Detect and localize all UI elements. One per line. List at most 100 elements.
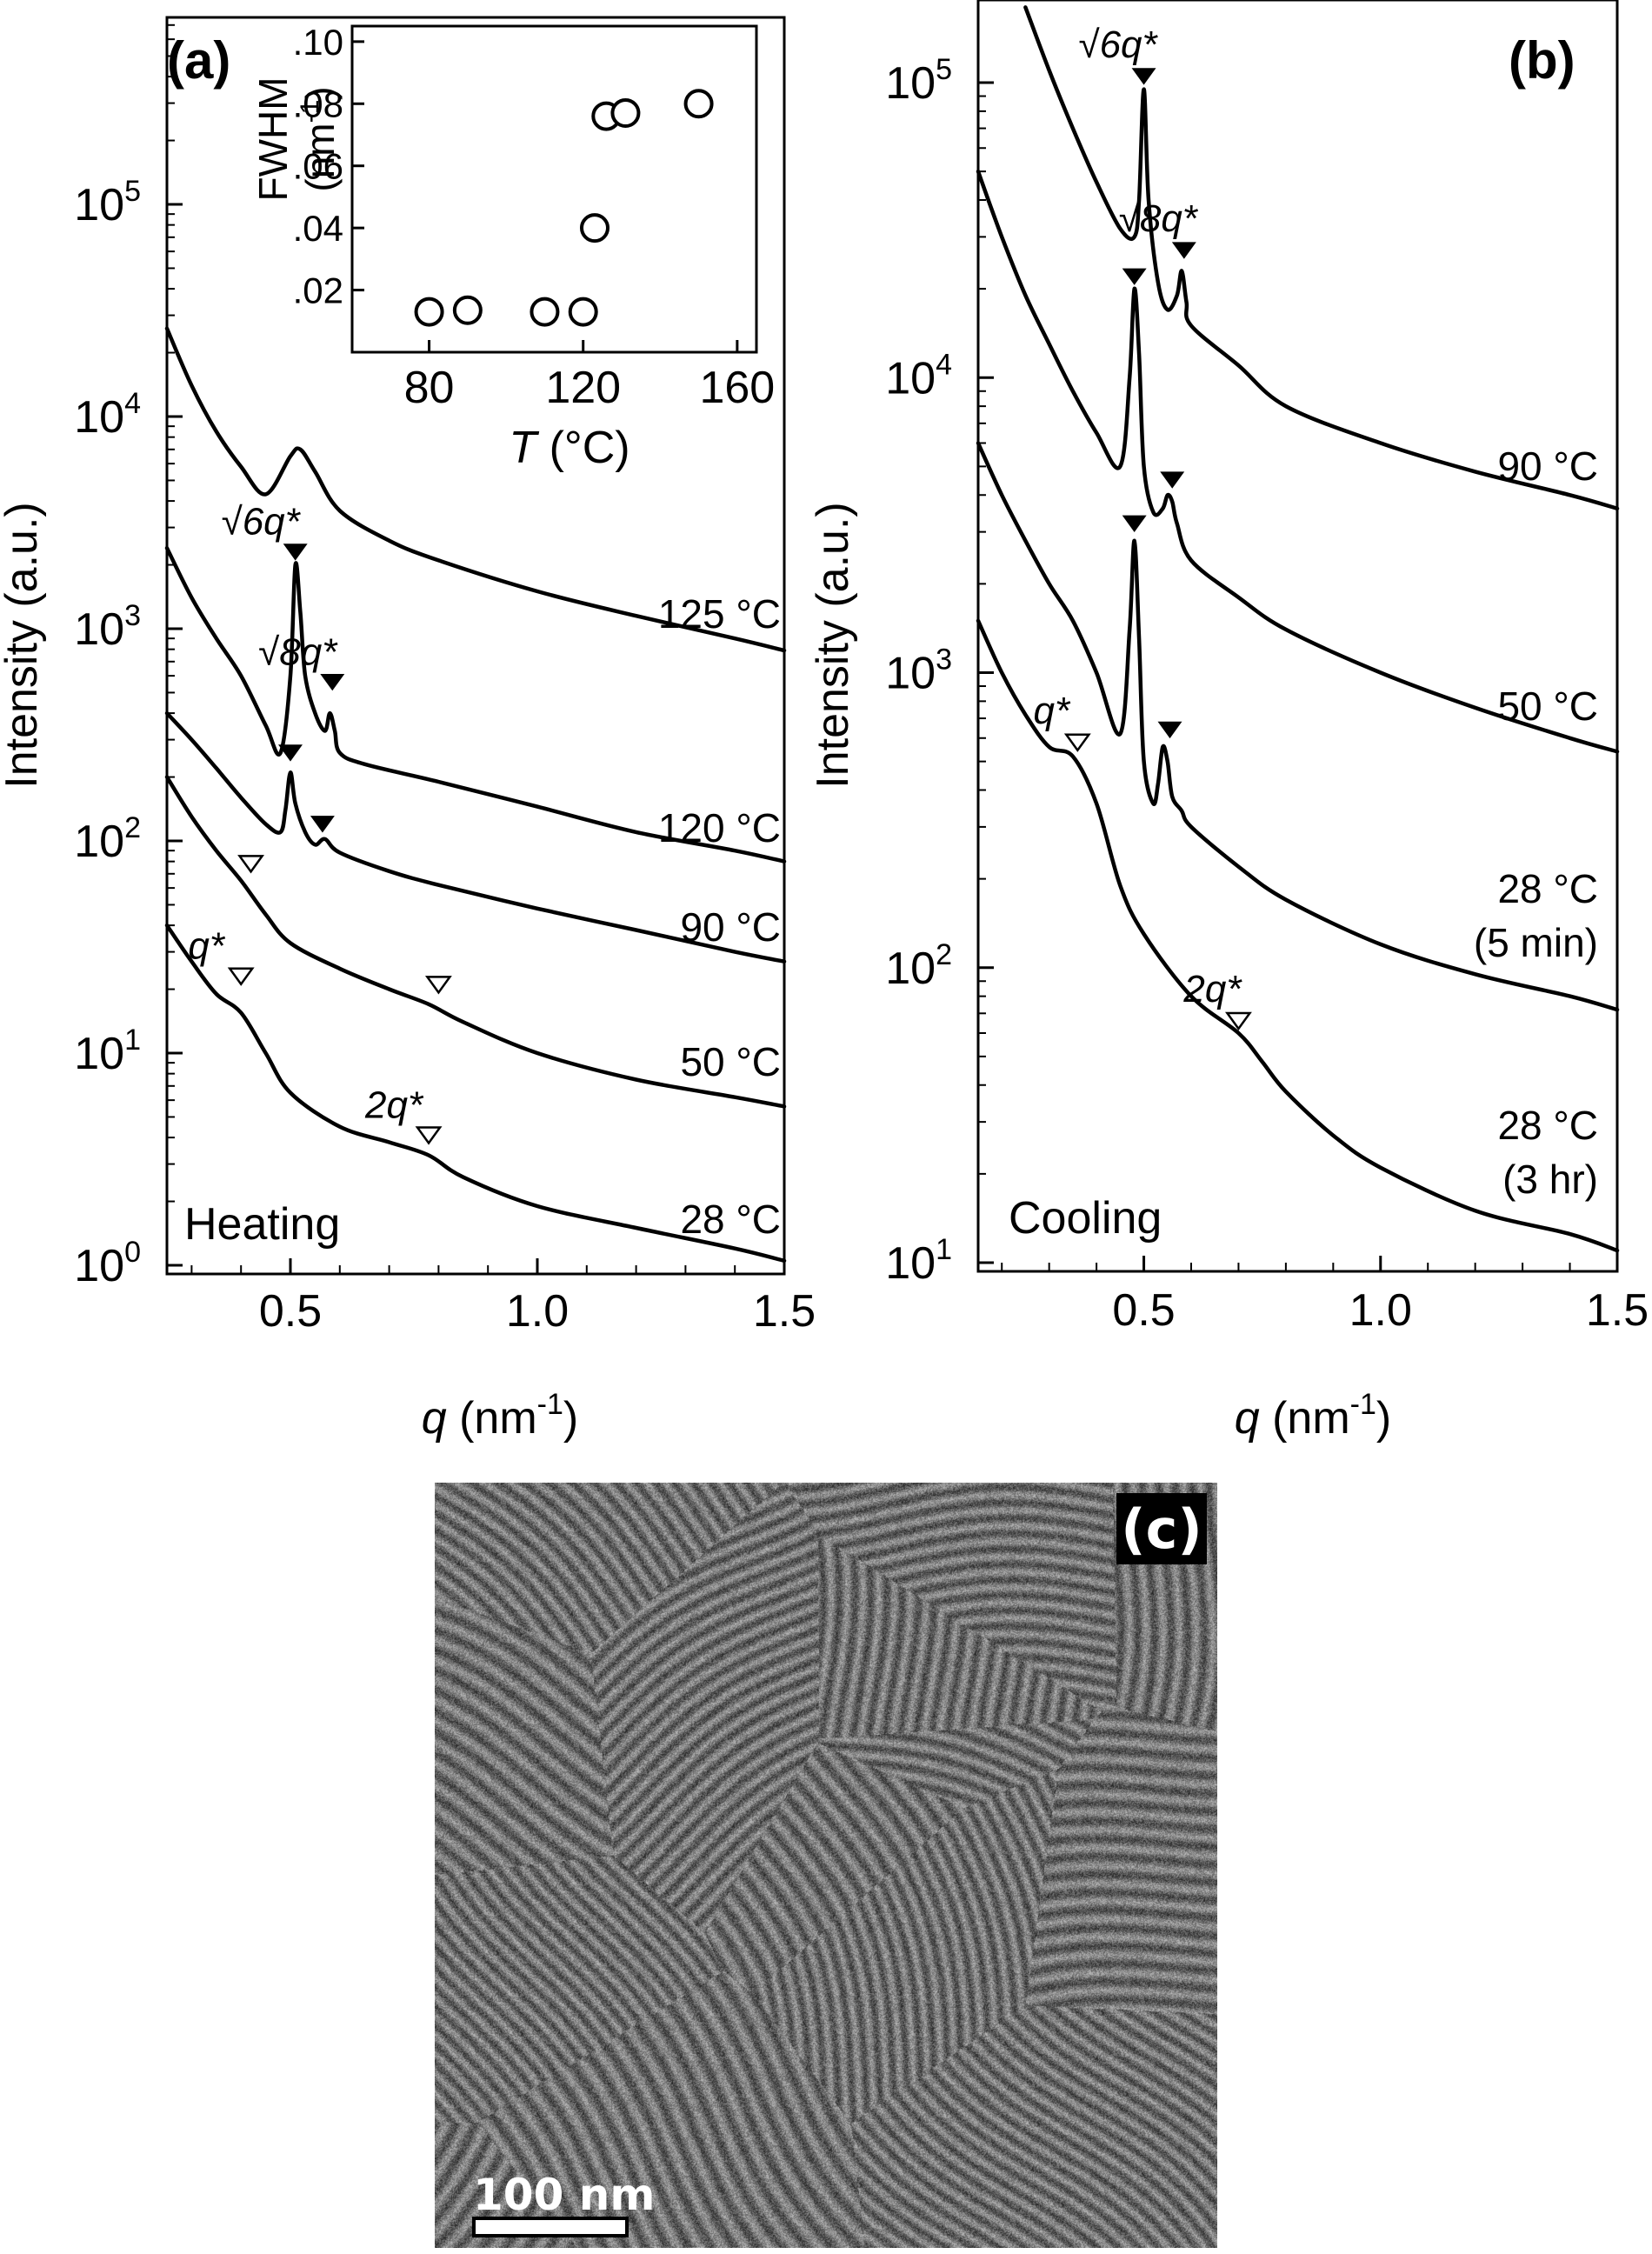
inset-point — [683, 89, 714, 119]
panel-a-curve-0 — [164, 326, 787, 653]
inset-point — [610, 98, 641, 128]
panel-b-curve-label: 28 °C — [1497, 866, 1598, 911]
panel-a-ytick-label: 104 — [74, 387, 141, 443]
panel-b-plot: 0.5 1.0 1.5 101 102 103 104 105 90 °C 50 °C 28 °C (… — [885, 5, 1649, 1336]
panel-a-letter: (a) — [167, 31, 230, 90]
panel-b-peak-label: 2q* — [1182, 968, 1242, 1010]
panel-b-peak-label: q* — [1034, 690, 1071, 732]
panel-a-peak-marker — [415, 1126, 443, 1145]
panel-b-xlabel: q (nm-1) — [1235, 1388, 1391, 1444]
svg-text:FWHM: FWHM — [250, 77, 296, 201]
panel-a-peak-marker — [227, 967, 255, 986]
panel-a-curve-label: 28 °C — [680, 1197, 781, 1242]
panel-a-curve-3 — [164, 775, 787, 1109]
inset-ytick-label: .04 — [293, 208, 343, 249]
tem-micrograph: (c) 100 nm — [435, 1483, 1217, 2248]
panel-a-peak-marker — [283, 543, 308, 561]
panel-b-curve-label: (3 hr) — [1502, 1157, 1598, 1202]
inset-ylabel: FWHM — [250, 77, 296, 201]
panel-a-curve-label: 125 °C — [658, 591, 781, 637]
tem-texture — [435, 1483, 1217, 2248]
panel-b-peak-marker — [1157, 721, 1182, 739]
panel-b-ytick-label: 101 — [885, 1233, 952, 1289]
inset-ytick-label: .08 — [293, 83, 343, 124]
panel-a-frame — [165, 16, 786, 1276]
inset-xlabel: T (°C) — [509, 423, 629, 473]
panel-a-curve-2 — [164, 710, 787, 964]
inset-point — [568, 297, 598, 327]
svg-text:(nm-1): (nm-1) — [296, 86, 343, 191]
panel-a-peak-label: 2q* — [364, 1084, 424, 1126]
panel-a-ytick-label: 103 — [74, 599, 141, 655]
panel-b-ytick-label: 105 — [885, 53, 952, 109]
panel-b-ylabel: Intensity (a.u.) — [808, 502, 858, 788]
inset-frame — [350, 24, 758, 354]
panel-b-peak-marker — [1160, 471, 1185, 489]
panel-b-xtick-label: 1.0 — [1349, 1285, 1412, 1336]
panel-a-peak-marker — [310, 816, 335, 833]
scale-bar-label: 100 nm — [473, 2170, 656, 2220]
inset-ylabel-unit: (nm-1) — [296, 86, 343, 191]
inset-ytick-label: .10 — [293, 22, 343, 63]
inset-point — [580, 213, 610, 243]
inset-xtick-label: 120 — [545, 363, 621, 413]
panel-b-curve-label: (5 min) — [1474, 920, 1598, 965]
panel-a-plot: 0.5 1.0 1.5 100 101 102 103 104 105 125 °C 120 °C 9… — [74, 23, 816, 1337]
panel-b-curve-2 — [976, 441, 1620, 1012]
panel-b-ytick-label: 102 — [885, 938, 952, 994]
panel-a-ytick-label: 102 — [74, 811, 141, 867]
panel-b-mode-label: Cooling — [1009, 1193, 1162, 1244]
panel-b-peak-label: √6q* — [1078, 23, 1158, 66]
svg-text:Intensity (a.u.): Intensity (a.u.) — [808, 502, 858, 788]
panel-a-ytick-label: 100 — [74, 1236, 141, 1291]
panel-a-ylabel: Intensity (a.u.) — [0, 502, 47, 788]
inset-xtick-label: 80 — [404, 363, 455, 413]
panel-a-ytick-label: 105 — [74, 175, 141, 230]
panel-b-peak-marker — [1122, 268, 1147, 285]
panel-a-peak-marker — [424, 976, 452, 995]
panel-a-peak-marker — [278, 744, 303, 762]
panel-b-frame — [976, 0, 1619, 1273]
inset-point — [414, 297, 444, 327]
panel-b-xtick-label: 0.5 — [1112, 1285, 1175, 1336]
panel-a-curve-4 — [164, 923, 787, 1264]
panel-b-peak-label: √8q* — [1119, 197, 1199, 240]
svg-text:Intensity (a.u.): Intensity (a.u.) — [0, 502, 47, 788]
figure: 0.5 1.0 1.5 100 101 102 103 104 105 125 °C 120 °C 9… — [0, 0, 1649, 1444]
panel-b-curve-label: 90 °C — [1497, 443, 1598, 489]
fwhm-inset: 80 120 160 .02 .04 .06 .08 .10 FWHM (nm-1) T (°… — [250, 22, 775, 473]
panel-b-curve-label: 28 °C — [1497, 1103, 1598, 1148]
panel-b-curve-label: 50 °C — [1497, 684, 1598, 729]
panel-a-curve-label: 50 °C — [680, 1039, 781, 1084]
panel-a-curve-label: 90 °C — [680, 904, 781, 950]
panel-a-peak-label: q* — [188, 925, 225, 968]
panel-a-peak-label: √8q* — [258, 630, 338, 673]
panel-b-peak-marker — [1122, 515, 1147, 532]
panel-a-mode-label: Heating — [184, 1199, 340, 1250]
panel-a-xtick-label: 1.0 — [506, 1286, 569, 1337]
scale-bar — [472, 2217, 629, 2237]
inset-point — [452, 295, 483, 325]
panel-b-ytick-label: 103 — [885, 644, 952, 699]
panel-b-ytick-label: 104 — [885, 348, 952, 403]
inset-point — [530, 297, 560, 327]
panel-a-xtick-label: 1.5 — [753, 1286, 816, 1337]
panel-a: 0.5 1.0 1.5 100 101 102 103 104 105 125 °C 120 °C 9… — [0, 16, 816, 1444]
panel-a-peak-marker — [320, 673, 345, 691]
panel-b-letter: (b) — [1509, 31, 1575, 90]
panel-a-peak-marker — [237, 855, 265, 874]
panel-b: 0.5 1.0 1.5 101 102 103 104 105 90 °C 50 °C 28 °C (… — [808, 0, 1649, 1444]
panel-a-peak-label: √6q* — [222, 501, 302, 543]
panel-b-peak-marker — [1131, 68, 1156, 85]
inset-ytick-label: .06 — [293, 146, 343, 187]
panel-a-curve-label: 120 °C — [658, 805, 781, 850]
inset-ytick-label: .02 — [293, 270, 343, 311]
panel-a-xtick-label: 0.5 — [259, 1286, 322, 1337]
panel-b-curve-1 — [976, 169, 1620, 754]
panel-a-ytick-label: 101 — [74, 1024, 141, 1079]
inset-xtick-label: 160 — [699, 363, 775, 413]
panel-a-xlabel: q (nm-1) — [422, 1388, 578, 1444]
panel-b-peak-marker — [1224, 1011, 1252, 1031]
inset-plot: 80 120 160 .02 .04 .06 .08 .10 — [293, 22, 776, 413]
tem-panel-label: (c) — [1116, 1493, 1207, 1564]
